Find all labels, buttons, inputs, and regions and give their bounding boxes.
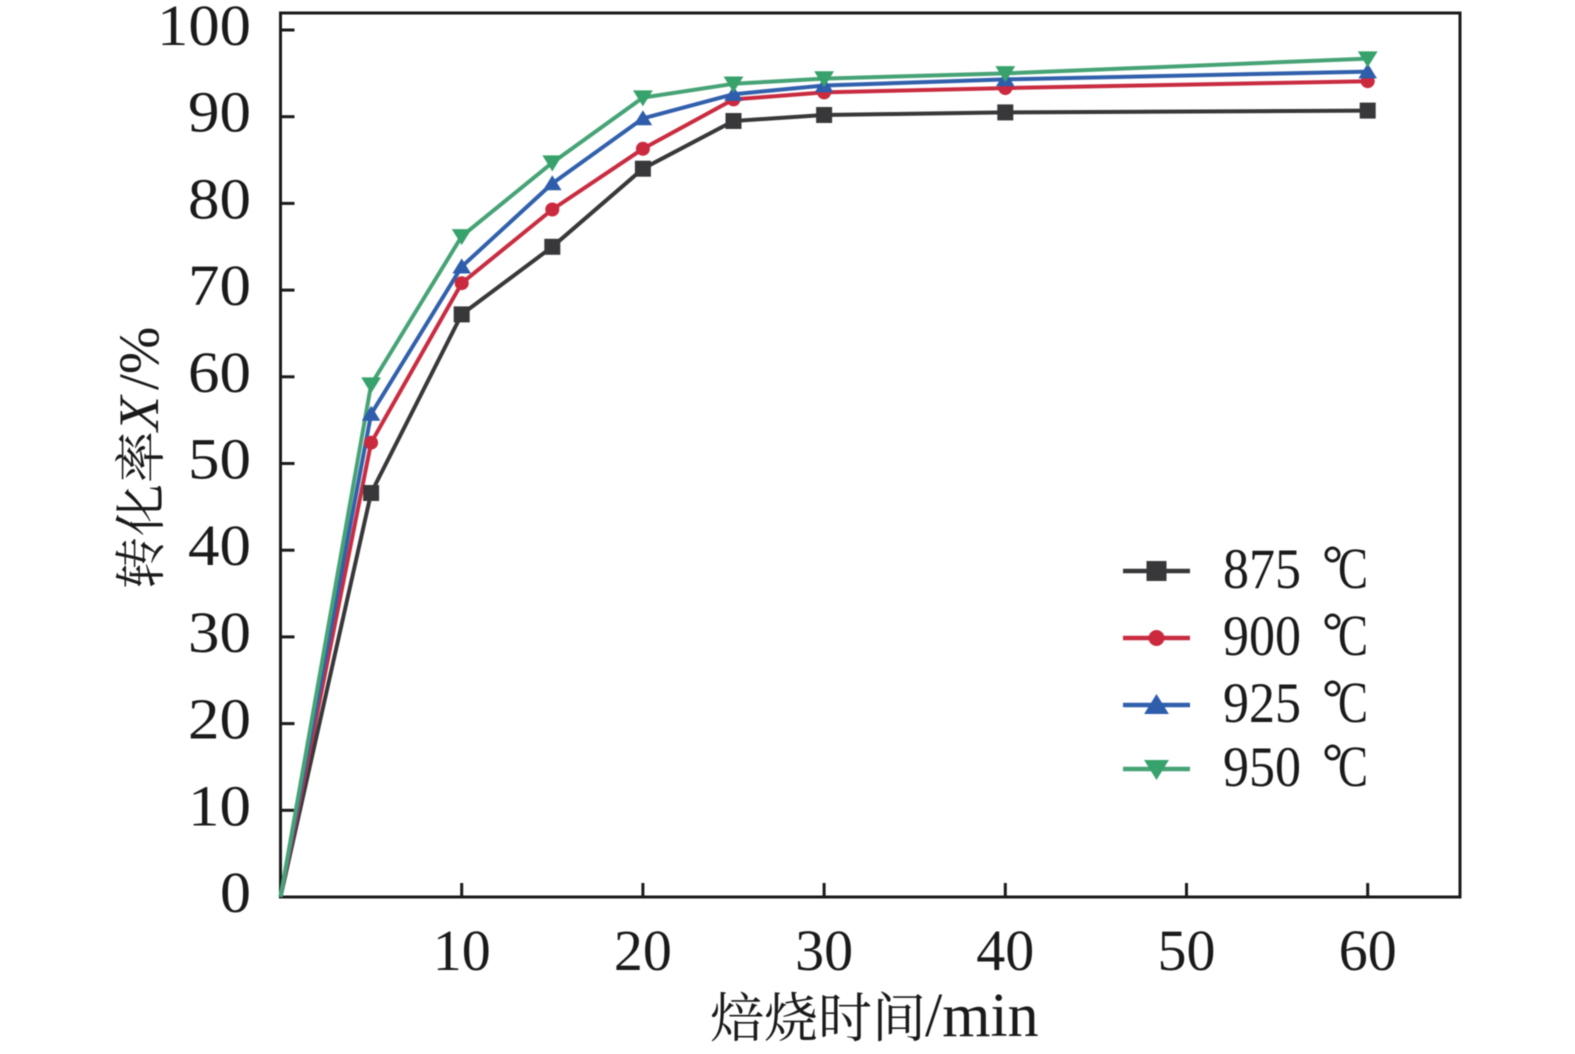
svg-text:0: 0 <box>220 860 251 925</box>
svg-text:90: 90 <box>188 80 251 145</box>
svg-text:30: 30 <box>795 918 853 983</box>
svg-text:875: 875 <box>1223 538 1301 601</box>
svg-text:900: 900 <box>1223 605 1301 668</box>
svg-text:20: 20 <box>188 687 251 752</box>
svg-text:10: 10 <box>188 773 251 838</box>
svg-text:50: 50 <box>188 427 251 492</box>
svg-text:X: X <box>108 394 171 433</box>
svg-text:60: 60 <box>188 340 251 405</box>
svg-text:40: 40 <box>976 918 1034 983</box>
svg-text:40: 40 <box>188 513 251 578</box>
svg-text:30: 30 <box>188 600 251 665</box>
svg-text:60: 60 <box>1339 918 1397 983</box>
svg-text:C: C <box>1338 734 1368 799</box>
svg-text:100: 100 <box>157 0 251 58</box>
svg-text:10: 10 <box>433 918 491 983</box>
svg-text:/min: /min <box>925 982 1039 1050</box>
svg-text:C: C <box>1338 536 1368 601</box>
svg-text:950: 950 <box>1223 736 1301 799</box>
svg-text:/%: /% <box>108 327 171 390</box>
svg-text:925: 925 <box>1223 672 1301 735</box>
svg-text:80: 80 <box>188 166 251 231</box>
svg-text:C: C <box>1338 670 1368 735</box>
svg-text:50: 50 <box>1158 918 1216 983</box>
svg-text:20: 20 <box>614 918 672 983</box>
svg-text:70: 70 <box>188 253 251 318</box>
svg-text:C: C <box>1338 603 1368 668</box>
